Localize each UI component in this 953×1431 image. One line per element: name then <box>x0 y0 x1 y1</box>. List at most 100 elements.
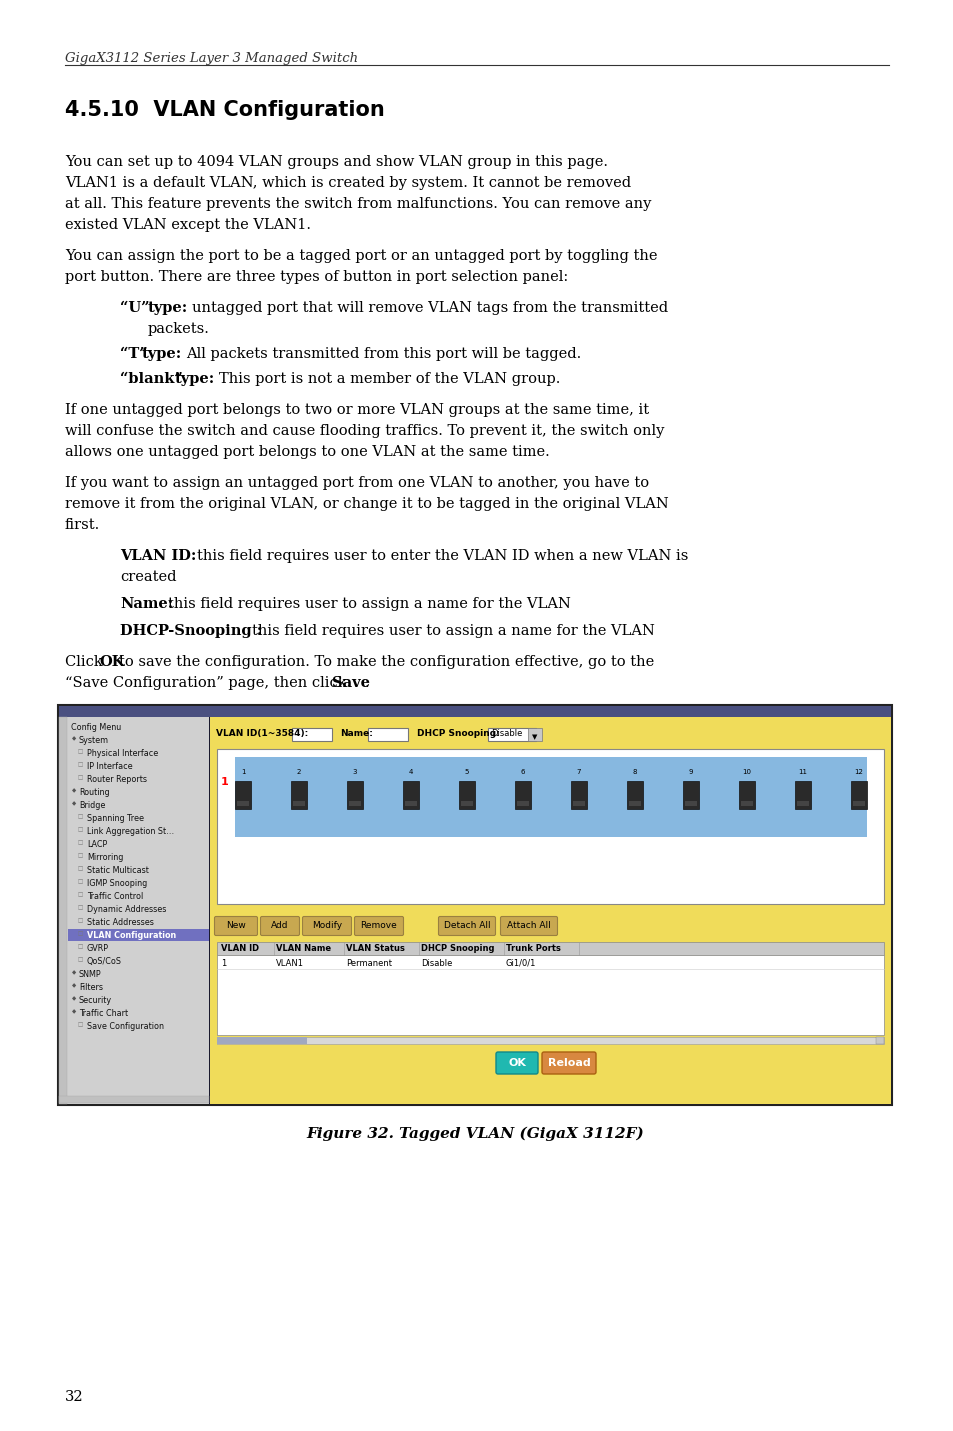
Text: If one untagged port belongs to two or more VLAN groups at the same time, it: If one untagged port belongs to two or m… <box>65 404 648 416</box>
Text: Spanning Tree: Spanning Tree <box>87 814 144 823</box>
FancyBboxPatch shape <box>682 781 699 809</box>
Text: Attach All: Attach All <box>507 922 550 930</box>
Text: 2: 2 <box>296 768 301 776</box>
FancyBboxPatch shape <box>458 781 475 809</box>
Text: 12: 12 <box>854 768 862 776</box>
Text: □: □ <box>78 944 83 949</box>
Text: Trunk Ports: Trunk Ports <box>505 944 560 953</box>
Text: □: □ <box>78 957 83 962</box>
Text: VLAN Configuration: VLAN Configuration <box>87 932 176 940</box>
Text: IGMP Snooping: IGMP Snooping <box>87 879 147 889</box>
Text: Reload: Reload <box>547 1058 590 1068</box>
Text: to save the configuration. To make the configuration effective, go to the: to save the configuration. To make the c… <box>119 655 654 670</box>
FancyBboxPatch shape <box>59 717 67 1103</box>
Text: This port is not a member of the VLAN group.: This port is not a member of the VLAN gr… <box>219 372 559 386</box>
Text: untagged port that will remove VLAN tags from the transmitted: untagged port that will remove VLAN tags… <box>192 301 667 315</box>
FancyBboxPatch shape <box>236 801 249 806</box>
FancyBboxPatch shape <box>216 954 883 1035</box>
Text: ◆: ◆ <box>71 970 76 975</box>
Text: Figure 32. Tagged VLAN (GigaX 3112F): Figure 32. Tagged VLAN (GigaX 3112F) <box>306 1128 643 1142</box>
Text: Config Menu: Config Menu <box>71 723 121 733</box>
Text: OK: OK <box>508 1058 525 1068</box>
Text: 4.5.10  VLAN Configuration: 4.5.10 VLAN Configuration <box>65 100 384 120</box>
FancyBboxPatch shape <box>438 916 495 936</box>
FancyBboxPatch shape <box>527 728 541 741</box>
Text: Mirroring: Mirroring <box>87 853 123 861</box>
Text: this field requires user to assign a name for the VLAN: this field requires user to assign a nam… <box>168 597 570 611</box>
Text: Security: Security <box>79 996 112 1005</box>
Text: first.: first. <box>65 518 100 532</box>
Text: QoS/CoS: QoS/CoS <box>87 957 122 966</box>
Text: □: □ <box>78 919 83 923</box>
FancyBboxPatch shape <box>355 916 403 936</box>
FancyBboxPatch shape <box>234 757 866 837</box>
Text: .: . <box>365 675 369 690</box>
Text: 1: 1 <box>221 777 229 787</box>
FancyBboxPatch shape <box>214 916 257 936</box>
Text: ◆: ◆ <box>71 1009 76 1015</box>
Text: Permanent: Permanent <box>346 959 392 967</box>
Text: Static Multicast: Static Multicast <box>87 866 149 874</box>
FancyBboxPatch shape <box>852 801 864 806</box>
Text: 1: 1 <box>240 768 245 776</box>
Text: type:: type: <box>142 346 182 361</box>
FancyBboxPatch shape <box>460 801 473 806</box>
FancyBboxPatch shape <box>59 705 890 717</box>
Text: Traffic Control: Traffic Control <box>87 892 143 902</box>
FancyBboxPatch shape <box>293 801 305 806</box>
Text: VLAN1 is a default VLAN, which is created by system. It cannot be removed: VLAN1 is a default VLAN, which is create… <box>65 176 631 190</box>
Text: Static Addresses: Static Addresses <box>87 919 153 927</box>
FancyBboxPatch shape <box>794 781 810 809</box>
Text: Save Configuration: Save Configuration <box>87 1022 164 1030</box>
Text: “Save Configuration” page, then click: “Save Configuration” page, then click <box>65 675 351 690</box>
Text: VLAN Status: VLAN Status <box>346 944 404 953</box>
Text: ◆: ◆ <box>71 983 76 987</box>
Text: ◆: ◆ <box>71 801 76 806</box>
Text: “U”: “U” <box>120 301 150 315</box>
Text: □: □ <box>78 840 83 844</box>
Text: will confuse the switch and cause flooding traffics. To prevent it, the switch o: will confuse the switch and cause floodi… <box>65 424 663 438</box>
Text: If you want to assign an untagged port from one VLAN to another, you have to: If you want to assign an untagged port f… <box>65 477 648 489</box>
Text: 9: 9 <box>688 768 693 776</box>
FancyBboxPatch shape <box>517 801 529 806</box>
FancyBboxPatch shape <box>740 801 752 806</box>
Text: remove it from the original VLAN, or change it to be tagged in the original VLAN: remove it from the original VLAN, or cha… <box>65 497 668 511</box>
FancyBboxPatch shape <box>59 1096 209 1103</box>
Text: created: created <box>120 570 176 584</box>
Text: 5: 5 <box>464 768 469 776</box>
FancyBboxPatch shape <box>349 801 360 806</box>
Text: □: □ <box>78 1022 83 1027</box>
FancyBboxPatch shape <box>541 1052 596 1075</box>
Text: □: □ <box>78 853 83 859</box>
Text: □: □ <box>78 892 83 897</box>
Text: Bridge: Bridge <box>79 801 105 810</box>
Text: Link Aggregation St…: Link Aggregation St… <box>87 827 174 836</box>
Text: port button. There are three types of button in port selection panel:: port button. There are three types of bu… <box>65 270 568 283</box>
FancyBboxPatch shape <box>402 781 418 809</box>
FancyBboxPatch shape <box>875 1037 883 1045</box>
Text: Disable: Disable <box>491 728 522 738</box>
FancyBboxPatch shape <box>302 916 351 936</box>
FancyBboxPatch shape <box>684 801 697 806</box>
FancyBboxPatch shape <box>796 801 808 806</box>
Text: VLAN ID:: VLAN ID: <box>120 550 196 562</box>
FancyBboxPatch shape <box>347 781 363 809</box>
Text: You can assign the port to be a tagged port or an untagged port by toggling the: You can assign the port to be a tagged p… <box>65 249 657 263</box>
Text: Physical Interface: Physical Interface <box>87 748 158 758</box>
FancyBboxPatch shape <box>500 916 557 936</box>
Text: at all. This feature prevents the switch from malfunctions. You can remove any: at all. This feature prevents the switch… <box>65 197 651 210</box>
FancyBboxPatch shape <box>496 1052 537 1075</box>
FancyBboxPatch shape <box>626 781 642 809</box>
Text: VLAN ID: VLAN ID <box>221 944 259 953</box>
Text: Dynamic Addresses: Dynamic Addresses <box>87 904 166 914</box>
Text: type:: type: <box>174 372 215 386</box>
Text: □: □ <box>78 932 83 936</box>
Text: All packets transmitted from this port will be tagged.: All packets transmitted from this port w… <box>186 346 580 361</box>
FancyBboxPatch shape <box>292 728 332 741</box>
Text: □: □ <box>78 748 83 754</box>
FancyBboxPatch shape <box>234 781 251 809</box>
FancyBboxPatch shape <box>216 942 883 954</box>
Text: Traffic Chart: Traffic Chart <box>79 1009 128 1017</box>
Text: DHCP-Snooping :: DHCP-Snooping : <box>120 624 262 638</box>
Text: Name:: Name: <box>339 728 373 738</box>
